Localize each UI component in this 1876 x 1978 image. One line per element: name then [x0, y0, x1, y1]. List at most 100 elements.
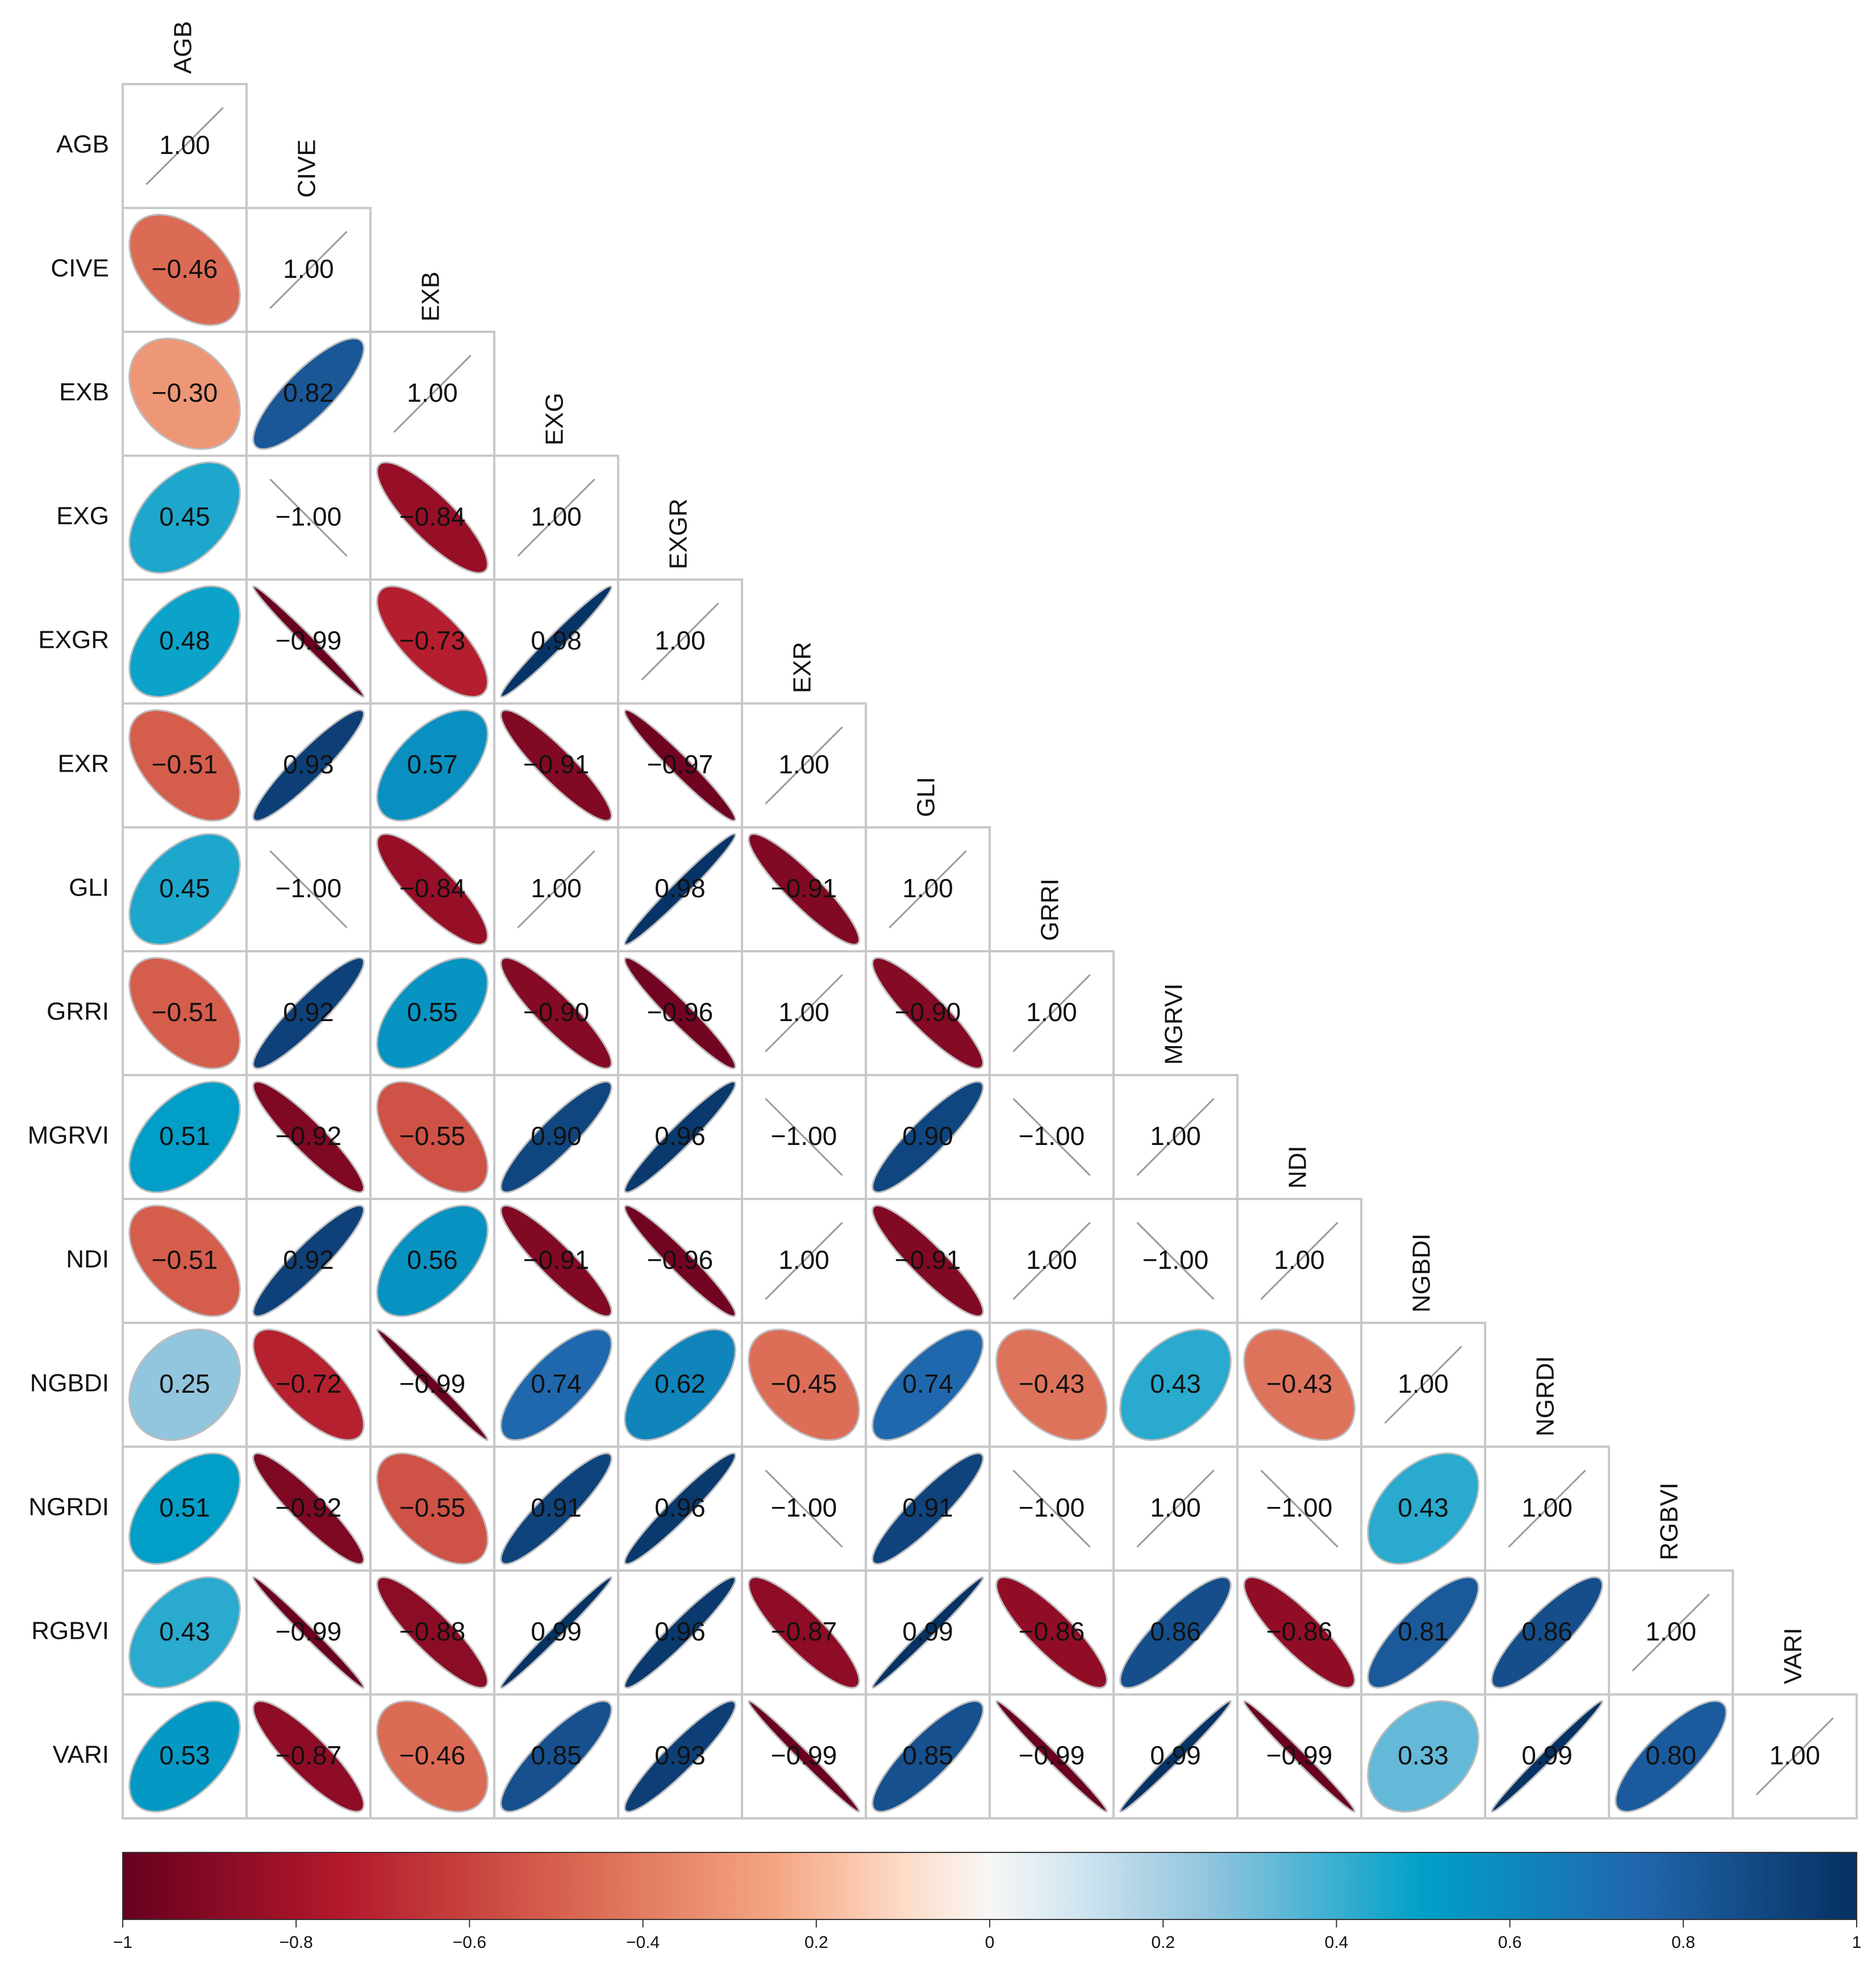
corr-value: 1.00 — [1769, 1740, 1820, 1770]
corr-ellipse — [624, 957, 736, 1069]
colorbar-tick-label: 1 — [1852, 1933, 1862, 1952]
col-label-ngbdi: NGBDI — [1408, 1234, 1436, 1313]
corr-ellipse — [1243, 1576, 1356, 1689]
row-label-exg: EXG — [56, 502, 109, 530]
corr-ellipse — [376, 1329, 489, 1441]
corr-value: 0.80 — [1645, 1740, 1696, 1770]
corr-ellipse — [128, 585, 241, 698]
corr-ellipse — [500, 585, 612, 698]
corr-ellipse — [1615, 1700, 1727, 1813]
row-label-agb: AGB — [56, 131, 109, 159]
corr-ellipse — [376, 709, 489, 822]
corr-ellipse — [252, 1205, 365, 1317]
corr-ellipse — [376, 1081, 489, 1193]
corr-mark — [1012, 1469, 1091, 1548]
corr-value: −0.90 — [895, 997, 961, 1027]
corr-value: 0.55 — [407, 997, 458, 1027]
corr-ellipse — [128, 1205, 241, 1317]
corr-value: −0.86 — [1019, 1617, 1085, 1646]
col-label-cive: CIVE — [293, 139, 321, 198]
row-label-exr: EXR — [58, 750, 109, 778]
corr-value: 0.99 — [902, 1617, 953, 1646]
colorbar-gradient — [122, 1852, 1857, 1920]
corr-mark — [1136, 1469, 1215, 1548]
corr-value: −0.99 — [276, 1617, 341, 1646]
corr-ellipse — [1119, 1576, 1232, 1689]
corr-value: 0.82 — [283, 378, 334, 407]
corr-value: 1.00 — [1521, 1493, 1573, 1522]
corr-value: 1.00 — [531, 502, 582, 531]
corr-value: 1.00 — [283, 254, 334, 284]
corr-mark — [517, 850, 595, 928]
corr-mark — [765, 974, 843, 1052]
corr-value: 1.00 — [159, 130, 210, 160]
cell-VARI-VARI — [1732, 1693, 1858, 1819]
col-label-gli: GLI — [912, 777, 940, 817]
corr-value: 0.99 — [1150, 1740, 1201, 1770]
colorbar-tick-label: −1 — [113, 1933, 132, 1952]
corr-mark — [269, 231, 348, 309]
corr-value: 1.00 — [531, 873, 582, 903]
corr-value: 0.86 — [1521, 1617, 1573, 1646]
corr-ellipse — [252, 585, 365, 698]
corr-ellipse — [128, 833, 241, 946]
corr-mark — [269, 850, 348, 928]
corr-value: 1.00 — [1398, 1369, 1449, 1398]
corr-value: −0.97 — [647, 749, 713, 779]
corr-mark — [1508, 1469, 1586, 1548]
corr-value: −0.84 — [399, 873, 465, 903]
corr-value: 0.85 — [531, 1740, 582, 1770]
colorbar-tick-label: −0.8 — [280, 1933, 313, 1952]
colorbar-tick-label: 0 — [985, 1933, 995, 1952]
corr-mark — [145, 107, 224, 185]
corr-ellipse — [1119, 1329, 1232, 1441]
corr-value: 0.45 — [159, 502, 210, 531]
col-label-agb: AGB — [169, 21, 197, 74]
corr-value: 0.43 — [159, 1617, 210, 1646]
corr-value: 0.93 — [654, 1740, 706, 1770]
corr-ellipse — [872, 957, 984, 1069]
corr-mark — [765, 1222, 843, 1300]
corr-value: −0.86 — [1266, 1617, 1332, 1646]
corr-ellipse — [624, 1700, 736, 1813]
corr-value: 0.96 — [654, 1617, 706, 1646]
corr-ellipse — [872, 1576, 984, 1689]
corr-value: −1.00 — [771, 1121, 837, 1151]
corr-mark — [889, 850, 967, 928]
corr-ellipse — [624, 709, 736, 822]
corr-ellipse — [128, 957, 241, 1069]
corr-value: −0.51 — [152, 997, 218, 1027]
corr-ellipse — [624, 833, 736, 946]
corr-ellipse — [252, 709, 365, 822]
corr-ellipse — [128, 1576, 241, 1689]
corr-value: 0.43 — [1150, 1369, 1201, 1398]
colorbar: −1 −0.8 −0.6 −0.4 0.2 0 0.2 0.4 0.6 0.8 1 — [113, 1852, 1861, 1952]
col-label-ndi: NDI — [1284, 1146, 1312, 1189]
corr-mark — [1260, 1469, 1339, 1548]
corr-value: −0.45 — [771, 1369, 837, 1398]
corr-mark — [1136, 1098, 1215, 1176]
corr-mark — [765, 1098, 843, 1176]
corr-value: −0.92 — [276, 1493, 341, 1522]
corr-ellipse — [995, 1329, 1108, 1441]
corr-ellipse — [252, 1329, 365, 1441]
corr-value: 1.00 — [1026, 1245, 1077, 1275]
corr-value: 1.00 — [902, 873, 953, 903]
corr-value: −0.96 — [647, 1245, 713, 1275]
corr-ellipse — [748, 1700, 860, 1813]
corr-value: 1.00 — [407, 378, 458, 407]
corr-value: 1.00 — [778, 997, 829, 1027]
corr-ellipse — [500, 957, 612, 1069]
corr-ellipse — [624, 1081, 736, 1193]
corr-ellipse — [872, 1700, 984, 1813]
corr-value: −0.72 — [276, 1369, 341, 1398]
corr-mark — [269, 478, 348, 557]
corr-value: 0.43 — [1398, 1493, 1449, 1522]
corr-value: 1.00 — [1645, 1617, 1696, 1646]
corr-value: −0.91 — [771, 873, 837, 903]
corr-value: −0.51 — [152, 1245, 218, 1275]
corr-value: −0.87 — [276, 1740, 341, 1770]
colorbar-tick-label: −0.4 — [626, 1933, 660, 1952]
corr-value: −0.90 — [523, 997, 589, 1027]
corr-value: −1.00 — [1266, 1493, 1332, 1522]
